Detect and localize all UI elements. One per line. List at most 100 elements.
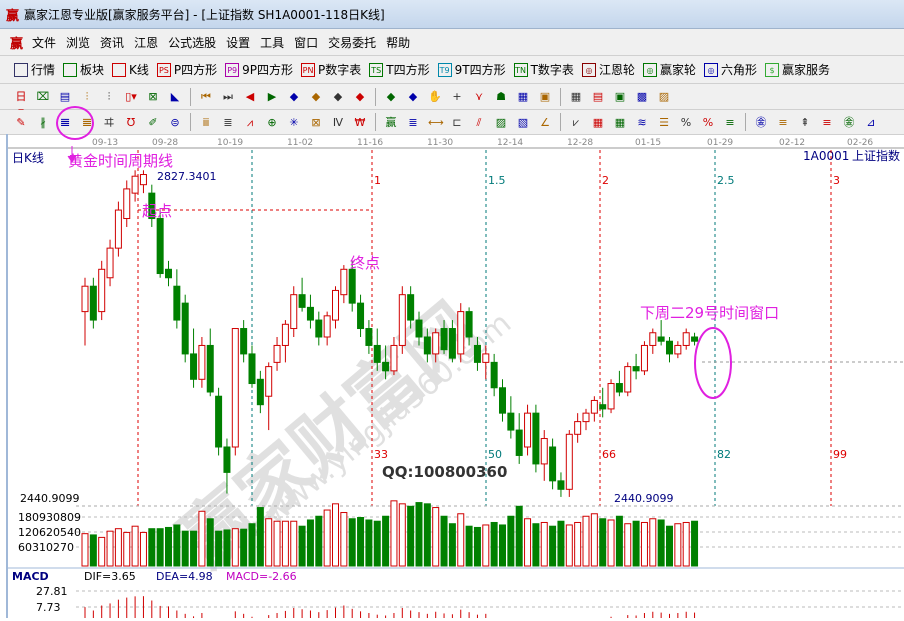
tool-icon[interactable]: ◆ xyxy=(355,90,365,103)
toolbar-button-gann-wheel[interactable]: ◎ 江恩轮 xyxy=(578,61,639,78)
tool-icon[interactable]: ◆ xyxy=(408,90,418,103)
candle xyxy=(181,302,189,355)
tool-icon[interactable]: ⊠ xyxy=(311,115,321,129)
tool-icon[interactable]: ◆ xyxy=(289,90,299,103)
tool-icon[interactable]: ≣ xyxy=(408,115,418,129)
toolbar-button-p-square[interactable]: PS P四方形 xyxy=(153,61,221,78)
menu-item[interactable]: 资讯 xyxy=(100,35,125,50)
tool-icon[interactable]: ⋎ xyxy=(474,90,484,103)
toolbar-button-9p-square[interactable]: P9 9P四方形 xyxy=(221,61,297,78)
tool-icon[interactable]: ⊿ xyxy=(866,115,876,129)
volume-bar xyxy=(348,518,356,567)
tool-icon[interactable]: ⊕ xyxy=(267,115,277,129)
toolbar-button-hexagon[interactable]: ◎ 六角形 xyxy=(700,61,761,78)
tool-icon[interactable]: ▣ xyxy=(539,90,551,103)
tool-icon[interactable]: ≡ xyxy=(778,115,788,129)
toolbar-button-blocks[interactable]: 板块 xyxy=(59,61,108,78)
tool-icon[interactable]: ⩗ xyxy=(572,115,580,129)
tool-icon[interactable]: 日▾ xyxy=(15,90,27,118)
menu-item[interactable]: 工具 xyxy=(260,35,285,50)
tool-icon[interactable]: ▤ xyxy=(59,90,71,103)
toolbar-button-t-number[interactable]: TN T数字表 xyxy=(510,61,578,78)
tool-icon[interactable]: ⩘ xyxy=(246,115,254,129)
tool-icon[interactable]: ヰ xyxy=(103,115,115,129)
menu-item[interactable]: 文件 xyxy=(32,35,57,50)
tool-icon[interactable]: ▯▾ xyxy=(125,90,137,103)
tool-icon[interactable]: ⟷ xyxy=(428,115,444,129)
toolbar-separator xyxy=(560,113,561,131)
tool-icon[interactable]: ⊏ xyxy=(452,115,462,129)
tool-icon[interactable]: ∦ xyxy=(40,115,46,129)
menu-item[interactable]: 浏览 xyxy=(66,35,91,50)
toolbar-button-grid[interactable]: 行情 xyxy=(10,61,59,78)
tool-icon[interactable]: ⫶ xyxy=(107,90,111,103)
candle xyxy=(89,285,97,321)
tool-icon[interactable]: ₩ xyxy=(354,115,366,129)
toolbar-button-dollar[interactable]: $ 赢家服务 xyxy=(761,61,834,78)
toolbar-button-yingjia-wheel[interactable]: ◎ 赢家轮 xyxy=(639,61,700,78)
tool-icon[interactable]: ◣ xyxy=(170,90,180,103)
tool-icon[interactable]: ⊜ xyxy=(170,115,180,129)
volume-bar xyxy=(156,528,164,567)
tool-icon[interactable]: ⏮ xyxy=(201,90,211,103)
tool-icon[interactable]: ✐ xyxy=(148,115,158,129)
menu-item[interactable]: 帮助 xyxy=(386,35,411,50)
tool-icon[interactable]: ◆ xyxy=(386,90,396,103)
tool-icon[interactable]: ◀ xyxy=(245,90,255,103)
tool-icon[interactable]: ≣ xyxy=(223,115,233,129)
tool-icon[interactable]: ⫽ xyxy=(476,115,482,129)
tool-icon[interactable]: ▩ xyxy=(636,90,648,103)
tool-icon[interactable]: ℧ xyxy=(126,115,136,129)
tool-icon[interactable]: ◆ xyxy=(311,90,321,103)
menu-item[interactable]: 公式选股 xyxy=(168,35,217,50)
tool-icon[interactable]: % xyxy=(680,115,692,129)
tool-icon[interactable]: ⏭ xyxy=(223,90,233,103)
tool-icon[interactable]: Ⅳ xyxy=(332,115,344,129)
tool-icon[interactable]: ▦ xyxy=(517,90,529,103)
candle xyxy=(298,294,306,308)
tool-icon[interactable]: ▶ xyxy=(267,90,277,103)
tool-icon[interactable]: ◆ xyxy=(333,90,343,103)
tool-icon[interactable]: ∠ xyxy=(540,115,550,129)
menu-item[interactable]: 窗口 xyxy=(294,35,319,50)
tool-icon[interactable]: ≡ xyxy=(822,115,832,129)
toolbar-button-p-number[interactable]: PN P数字表 xyxy=(297,61,365,78)
tool-icon[interactable]: ≡ xyxy=(725,115,735,129)
tool-icon[interactable]: ✳ xyxy=(289,115,299,129)
toolbar-button-t-square[interactable]: TS T四方形 xyxy=(365,61,433,78)
tool-icon[interactable]: ▤ xyxy=(592,90,604,103)
volume-bar xyxy=(457,513,465,567)
menu-item[interactable]: 交易委托 xyxy=(328,35,377,50)
tool-icon[interactable]: ▦ xyxy=(592,115,604,129)
tool-icon[interactable]: ✋ xyxy=(428,90,442,103)
tool-icon[interactable]: + xyxy=(452,90,462,103)
tool-icon[interactable]: ☰ xyxy=(659,115,669,129)
tool-icon[interactable]: ⇞ xyxy=(800,115,810,129)
volume-bar xyxy=(624,523,632,567)
tool-icon[interactable]: ▦ xyxy=(570,90,582,103)
tool-icon[interactable]: % xyxy=(702,115,714,129)
menu-item[interactable]: 江恩 xyxy=(134,35,159,50)
tool-icon[interactable]: ⌧ xyxy=(36,90,50,103)
tool-icon[interactable]: ⅲ xyxy=(202,115,210,129)
volume-bar xyxy=(657,519,665,567)
tool-icon[interactable]: ☗ xyxy=(496,90,506,103)
tool-icon[interactable]: ▨ xyxy=(495,115,507,129)
tool-icon[interactable]: ≋ xyxy=(637,115,647,129)
tool-icon[interactable]: ▨ xyxy=(658,90,670,103)
kline-chart[interactable]: 09-13 09-28 10-19 11-02 11-16 11-30 12-14 12-28… xyxy=(6,134,904,618)
tool-icon[interactable]: ㊎ xyxy=(843,115,855,129)
menu-item[interactable]: 设置 xyxy=(226,35,251,50)
tool-icon[interactable]: ⫶ xyxy=(85,90,89,103)
tool-icon[interactable]: ▦ xyxy=(614,115,626,129)
toolbar-button-kline[interactable]: K线 xyxy=(108,61,153,78)
tool-icon[interactable]: ⊠ xyxy=(148,90,158,103)
tool-icon[interactable]: 赢 xyxy=(385,115,397,129)
tool-icon[interactable]: ▣ xyxy=(614,90,626,103)
tool-icon[interactable]: ▧ xyxy=(517,115,529,129)
tool-icon[interactable]: ✎ xyxy=(16,115,26,129)
tool-icon[interactable]: ㊎ xyxy=(755,115,767,129)
volume-bar xyxy=(465,525,473,567)
toolbar-button-9t-square[interactable]: T9 9T四方形 xyxy=(434,61,510,78)
end-point-label: 终点 xyxy=(350,254,380,272)
